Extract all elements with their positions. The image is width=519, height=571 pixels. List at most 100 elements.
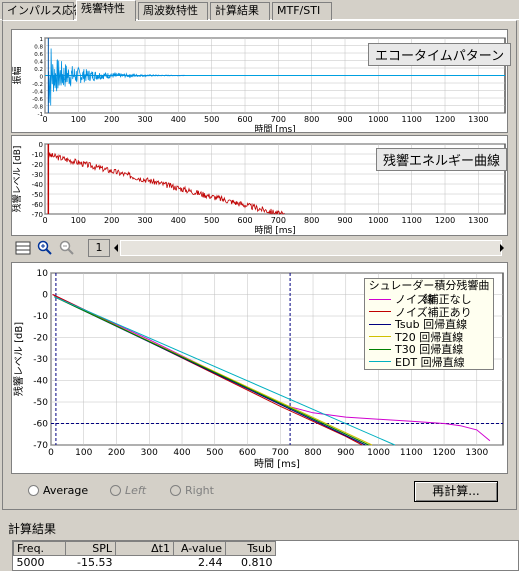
y-tick-label: -0.2 xyxy=(32,82,43,88)
horizontal-scrollbar[interactable] xyxy=(120,240,502,256)
energy-decay-curve xyxy=(47,152,285,215)
chart-legend: シュレーダー積分残響曲線 ノイズ補正なし ノイズ補正あり Tsub 回帰直線 T20 … xyxy=(364,278,494,370)
energy-decay-graph: 0 100 200 300 400 500 600 700 800 900 1000 1100 1200… xyxy=(11,135,508,236)
echo-time-title: エコータイムパターン xyxy=(368,43,512,66)
legend-item: T30 回帰直線 xyxy=(365,343,493,356)
x-tick-label: 1300 xyxy=(468,115,488,124)
tab-bar: インパルス応答 残響特性 周波数特性 計算結果 MTF/STI xyxy=(0,0,519,21)
scroll-right-icon[interactable] xyxy=(497,238,507,258)
tab-results[interactable]: 計算結果 xyxy=(210,2,270,20)
col-dt1: Δt1 xyxy=(115,541,174,556)
x-tick-label: 200 xyxy=(104,115,119,124)
y-tick-label: 0.4 xyxy=(34,60,43,66)
y-tick-label: -30 xyxy=(33,355,48,365)
x-tick-label: 900 xyxy=(337,115,352,124)
legend-item: EDT 回帰直線 xyxy=(365,356,493,369)
layout-icon[interactable] xyxy=(13,238,33,258)
legend-item: T20 回帰直線 xyxy=(365,331,493,344)
radio-average-dot[interactable] xyxy=(28,485,39,496)
x-tick-label: 0 xyxy=(42,115,47,124)
y-tick-label: -1 xyxy=(38,112,43,118)
echo-time-plot: 0 100 200 300 400 500 600 700 800 900 1000 1100 1200… xyxy=(11,37,506,135)
radio-left[interactable]: Left xyxy=(110,484,146,497)
tab-impulse-response[interactable]: インパルス応答 xyxy=(2,2,84,20)
radio-right-label: Right xyxy=(185,484,214,497)
x-axis-label: 時間 [ms] xyxy=(254,124,295,132)
cell-spl: -15.53 xyxy=(77,556,113,570)
x-tick-label: 100 xyxy=(71,115,86,124)
y-axis-label: 振幅 xyxy=(12,66,23,84)
legend-swatch xyxy=(369,298,391,300)
x-tick-label: 200 xyxy=(108,448,125,458)
x-tick-label: 0 xyxy=(42,216,47,225)
legend-label: T30 回帰直線 xyxy=(395,343,464,357)
x-tick-label: 800 xyxy=(304,448,321,458)
legend-label: EDT 回帰直線 xyxy=(395,355,465,369)
recalculate-button[interactable]: 再計算... xyxy=(414,481,498,502)
legend-swatch xyxy=(369,361,391,363)
x-tick-label: 1100 xyxy=(400,448,423,458)
radio-right-dot[interactable] xyxy=(170,485,181,496)
y-tick-label: 0.6 xyxy=(34,52,43,58)
energy-decay-plot: 0 100 200 300 400 500 600 700 800 900 1000 1100 1200… xyxy=(11,141,506,236)
zoom-out-icon[interactable] xyxy=(57,238,77,258)
y-tick-label: 0 xyxy=(42,291,48,301)
y-tick-label: -0.6 xyxy=(32,97,43,103)
series-line xyxy=(52,294,491,442)
zoom-in-icon[interactable] xyxy=(35,238,55,258)
col-tsub: Tsub xyxy=(225,541,276,556)
legend-label: ノイズ補正あり xyxy=(395,305,472,319)
radio-average[interactable]: Average xyxy=(28,484,88,497)
x-tick-label: 600 xyxy=(239,448,256,458)
y-tick-label: -70 xyxy=(33,441,48,451)
y-tick-label: -30 xyxy=(32,171,43,179)
cell-dt1 xyxy=(116,556,174,570)
tab-frequency[interactable]: 周波数特性 xyxy=(138,2,208,20)
x-tick-label: 400 xyxy=(171,115,186,124)
radio-left-dot[interactable] xyxy=(110,485,121,496)
x-tick-label: 600 xyxy=(237,115,252,124)
y-tick-label: -10 xyxy=(33,312,48,322)
x-tick-label: 400 xyxy=(173,448,190,458)
energy-decay-title: 残響エネルギー曲線 xyxy=(376,148,508,171)
x-axis-label: 時間 [ms] xyxy=(254,458,300,470)
cell-freq: 5000 xyxy=(16,556,45,570)
x-tick-label: 400 xyxy=(171,216,186,225)
y-tick-label: -60 xyxy=(32,201,43,209)
y-tick-label: -0.8 xyxy=(32,105,43,111)
x-tick-label: 1000 xyxy=(368,115,388,124)
tab-reverberation[interactable]: 残響特性 xyxy=(76,0,136,21)
legend-label: ノイズ補正なし xyxy=(395,293,472,307)
x-axis-label: 時間 [ms] xyxy=(254,225,295,235)
x-tick-label: 1300 xyxy=(465,448,488,458)
y-tick-label: -10 xyxy=(32,151,43,159)
tab-mtf-sti[interactable]: MTF/STI xyxy=(272,2,332,20)
y-tick-label: -60 xyxy=(33,420,48,430)
x-tick-label: 300 xyxy=(141,448,158,458)
x-tick-label: 1200 xyxy=(435,216,455,225)
series-line xyxy=(52,294,363,446)
x-tick-label: 1000 xyxy=(367,448,390,458)
radio-right[interactable]: Right xyxy=(170,484,214,497)
x-tick-label: 1100 xyxy=(401,115,421,124)
series-line xyxy=(54,296,396,446)
radio-average-label: Average xyxy=(43,484,89,497)
legend-item: ノイズ補正あり xyxy=(365,306,493,319)
col-spl: SPL xyxy=(65,541,116,556)
legend-label: T20 回帰直線 xyxy=(395,330,464,344)
y-axis-label: 残響レベル [dB] xyxy=(12,322,25,396)
radio-left-label: Left xyxy=(125,484,147,497)
y-tick-label: -40 xyxy=(33,377,48,387)
table-row[interactable]: 5000 -15.53 2.44 0.810 xyxy=(14,556,276,570)
legend-label: Tsub 回帰直線 xyxy=(395,318,468,332)
cell-avalue: 2.44 xyxy=(198,556,223,570)
legend-swatch xyxy=(369,336,391,338)
col-freq: Freq. xyxy=(13,541,66,556)
x-tick-label: 200 xyxy=(104,216,119,225)
scroll-left-icon[interactable] xyxy=(111,238,121,258)
y-tick-label: -20 xyxy=(33,334,48,344)
x-tick-label: 0 xyxy=(48,448,54,458)
main-panel xyxy=(2,20,517,510)
y-tick-label: -50 xyxy=(33,398,48,408)
results-table: Freq. SPL Δt1 A-value Tsub 5000 -15.53 2… xyxy=(12,540,519,571)
